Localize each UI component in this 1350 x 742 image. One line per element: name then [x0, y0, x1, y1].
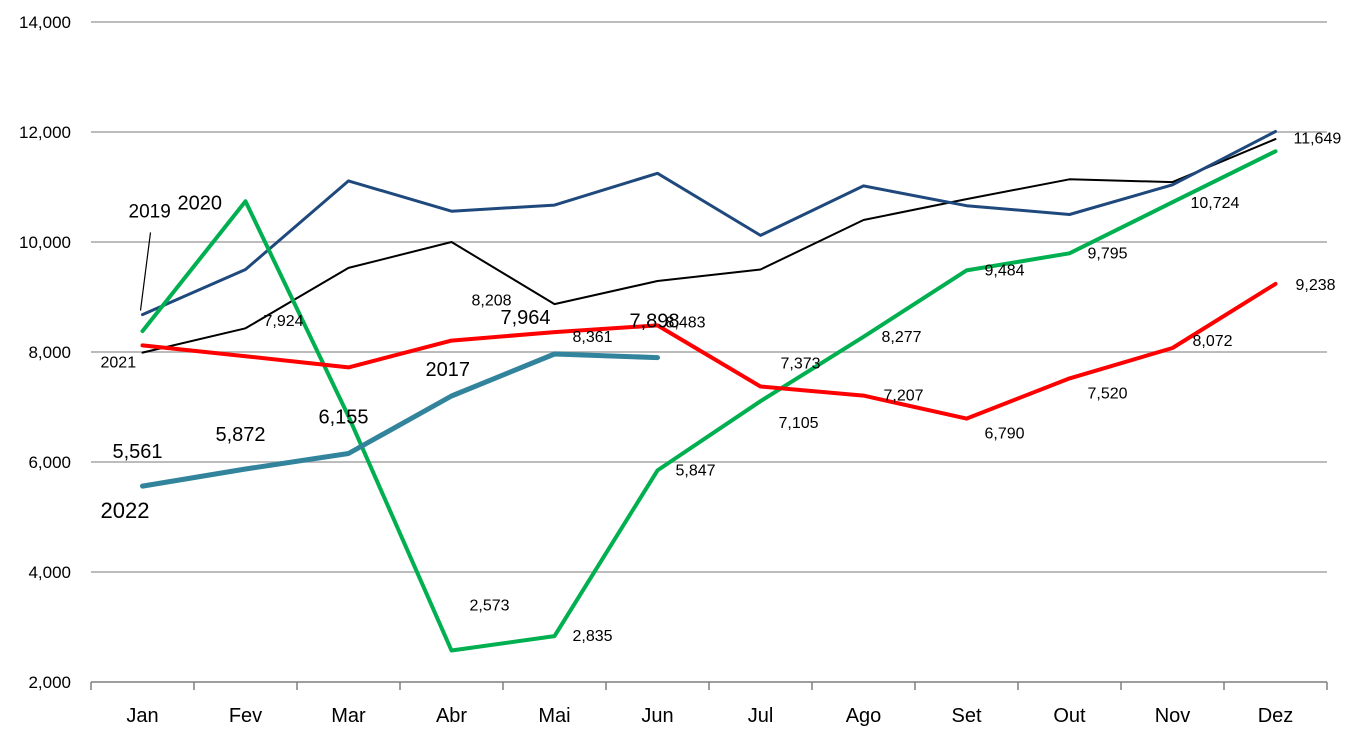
- data-label: 7,520: [1088, 385, 1128, 402]
- data-label: 7,964: [501, 307, 551, 329]
- y-tick-label: 14,000: [19, 13, 71, 32]
- x-tick-label: Jan: [126, 705, 158, 727]
- series-tags: 2019 2020 2021 2017 2022: [101, 192, 471, 523]
- data-label: 8,208: [472, 293, 512, 310]
- data-labels: 7,924 8,208 8,361 8,483 7,373 7,207 6,790 7,520…: [113, 130, 1342, 645]
- series-tag-leader: [139, 232, 152, 311]
- series-tag-2017: 2017: [426, 359, 471, 381]
- data-label: 8,072: [1193, 333, 1233, 350]
- x-tick-label: Dez: [1258, 705, 1294, 727]
- data-label: 5,872: [216, 424, 266, 446]
- data-label: 8,483: [666, 314, 706, 331]
- data-label: 7,924: [264, 313, 304, 330]
- series-tag-2022: 2022: [101, 498, 150, 523]
- x-tick-label: Abr: [436, 705, 467, 727]
- data-label: 7,207: [884, 388, 924, 405]
- series-line-2017: [141, 138, 1277, 354]
- x-tick-label: Out: [1053, 705, 1086, 727]
- x-tick-label: Nov: [1155, 705, 1191, 727]
- x-tick-label: Set: [951, 705, 981, 727]
- x-tick-label: Fev: [229, 705, 262, 727]
- data-label: 7,898: [630, 311, 680, 333]
- series-line-2020: [140, 149, 1278, 653]
- data-label: 7,105: [779, 415, 819, 432]
- y-tick-label: 10,000: [19, 233, 71, 252]
- series-tag-2019: 2019: [129, 201, 171, 222]
- series-line-2021: [140, 281, 1278, 421]
- series-lines: [140, 130, 1278, 653]
- series-tag-2021: 2021: [101, 354, 137, 371]
- gridlines: [91, 21, 1327, 573]
- series-line-2022: [140, 351, 660, 489]
- data-label: 5,561: [113, 441, 163, 463]
- x-tick-label: Mar: [331, 705, 366, 727]
- data-label: 9,795: [1088, 245, 1128, 262]
- data-label: 8,277: [882, 329, 922, 346]
- series-line-2019: [141, 130, 1277, 317]
- y-tick-label: 2,000: [28, 673, 71, 692]
- data-label: 7,373: [781, 355, 821, 372]
- data-label: 5,847: [676, 462, 716, 479]
- data-label: 6,155: [319, 406, 369, 428]
- data-label: 6,790: [985, 426, 1025, 443]
- series-tag-2020: 2020: [178, 192, 223, 214]
- y-tick-label: 6,000: [28, 453, 71, 472]
- y-tick-label: 8,000: [28, 343, 71, 362]
- y-tick-label: 12,000: [19, 123, 71, 142]
- axes: 2,000 4,000 6,000 8,000 10,000 12,000 14,000 Ja…: [19, 13, 1328, 727]
- data-label: 10,724: [1191, 195, 1240, 212]
- x-tick-label: Jun: [641, 705, 673, 727]
- data-label: 9,484: [985, 262, 1025, 279]
- x-tick-label: Mai: [538, 705, 570, 727]
- data-label: 2,573: [470, 597, 510, 614]
- y-tick-label: 4,000: [28, 563, 71, 582]
- data-label: 11,649: [1294, 130, 1342, 147]
- x-tick-label: Ago: [846, 705, 882, 727]
- data-label: 2,835: [573, 628, 613, 645]
- data-label: 9,238: [1296, 277, 1336, 294]
- data-label: 8,361: [573, 329, 613, 346]
- x-tick-label: Jul: [748, 705, 774, 727]
